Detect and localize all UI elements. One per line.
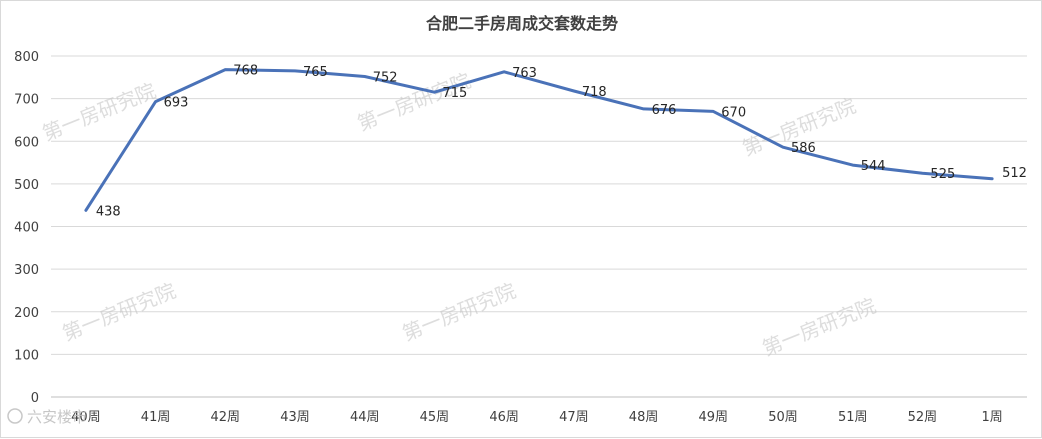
y-tick-label: 300 [14,263,39,278]
x-tick-label: 43周 [280,410,310,425]
x-tick-label: 1周 [982,410,1003,425]
x-tick-label: 41周 [141,410,171,425]
data-label: 693 [164,96,189,111]
x-tick-label: 44周 [350,410,380,425]
x-tick-label: 51周 [838,410,868,425]
x-tick-label: 49周 [699,410,729,425]
brand-logo: 六安楼市 [7,408,87,426]
brand-text: 六安楼市 [27,408,87,426]
data-label: 752 [373,70,398,85]
y-tick-label: 500 [14,178,39,193]
data-label: 715 [442,86,467,101]
chart-title: 合肥二手房周成交套数走势 [426,14,618,33]
data-label: 718 [582,85,607,100]
y-tick-label: 100 [14,348,39,363]
y-tick-label: 200 [14,306,39,321]
x-tick-label: 40周 [71,410,101,425]
data-label: 768 [233,64,258,79]
data-label: 763 [512,66,537,81]
data-label: 765 [303,65,328,80]
x-tick-label: 48周 [629,410,659,425]
watermark-text: 第一房研究院 [759,293,879,360]
watermark-text: 第一房研究院 [39,78,159,145]
series-layer [84,68,994,212]
y-tick-label: 800 [14,50,39,65]
data-labels: 438 693 768 765 752 715 763 718 676 670 586 544 525 5… [96,64,1027,220]
data-label: 438 [96,204,121,219]
y-tick-label: 400 [14,221,39,236]
x-tick-label: 42周 [211,410,241,425]
x-tick-label: 45周 [420,410,450,425]
y-tick-label: 0 [31,391,39,406]
series-line [84,68,994,212]
x-tick-label: 50周 [768,410,798,425]
x-tick-label: 46周 [489,410,519,425]
data-label: 586 [791,141,816,156]
y-tick-label: 700 [14,93,39,108]
data-label: 544 [861,159,886,174]
data-label: 525 [930,167,955,182]
x-tick-label: 47周 [559,410,589,425]
brand-icon [7,408,23,424]
y-axis-ticks: 0 100 200 300 400 500 600 700 800 [14,50,39,406]
data-label: 670 [721,105,746,120]
x-tick-label: 52周 [908,410,938,425]
x-axis-ticks: 40周 41周 42周 43周 44周 45周 46周 47周 48周 49周 50周 51周 52周 1… [71,410,1003,425]
y-tick-label: 600 [14,135,39,150]
data-label: 676 [652,103,677,118]
gridlines [51,55,1027,398]
data-label: 512 [1002,166,1027,181]
